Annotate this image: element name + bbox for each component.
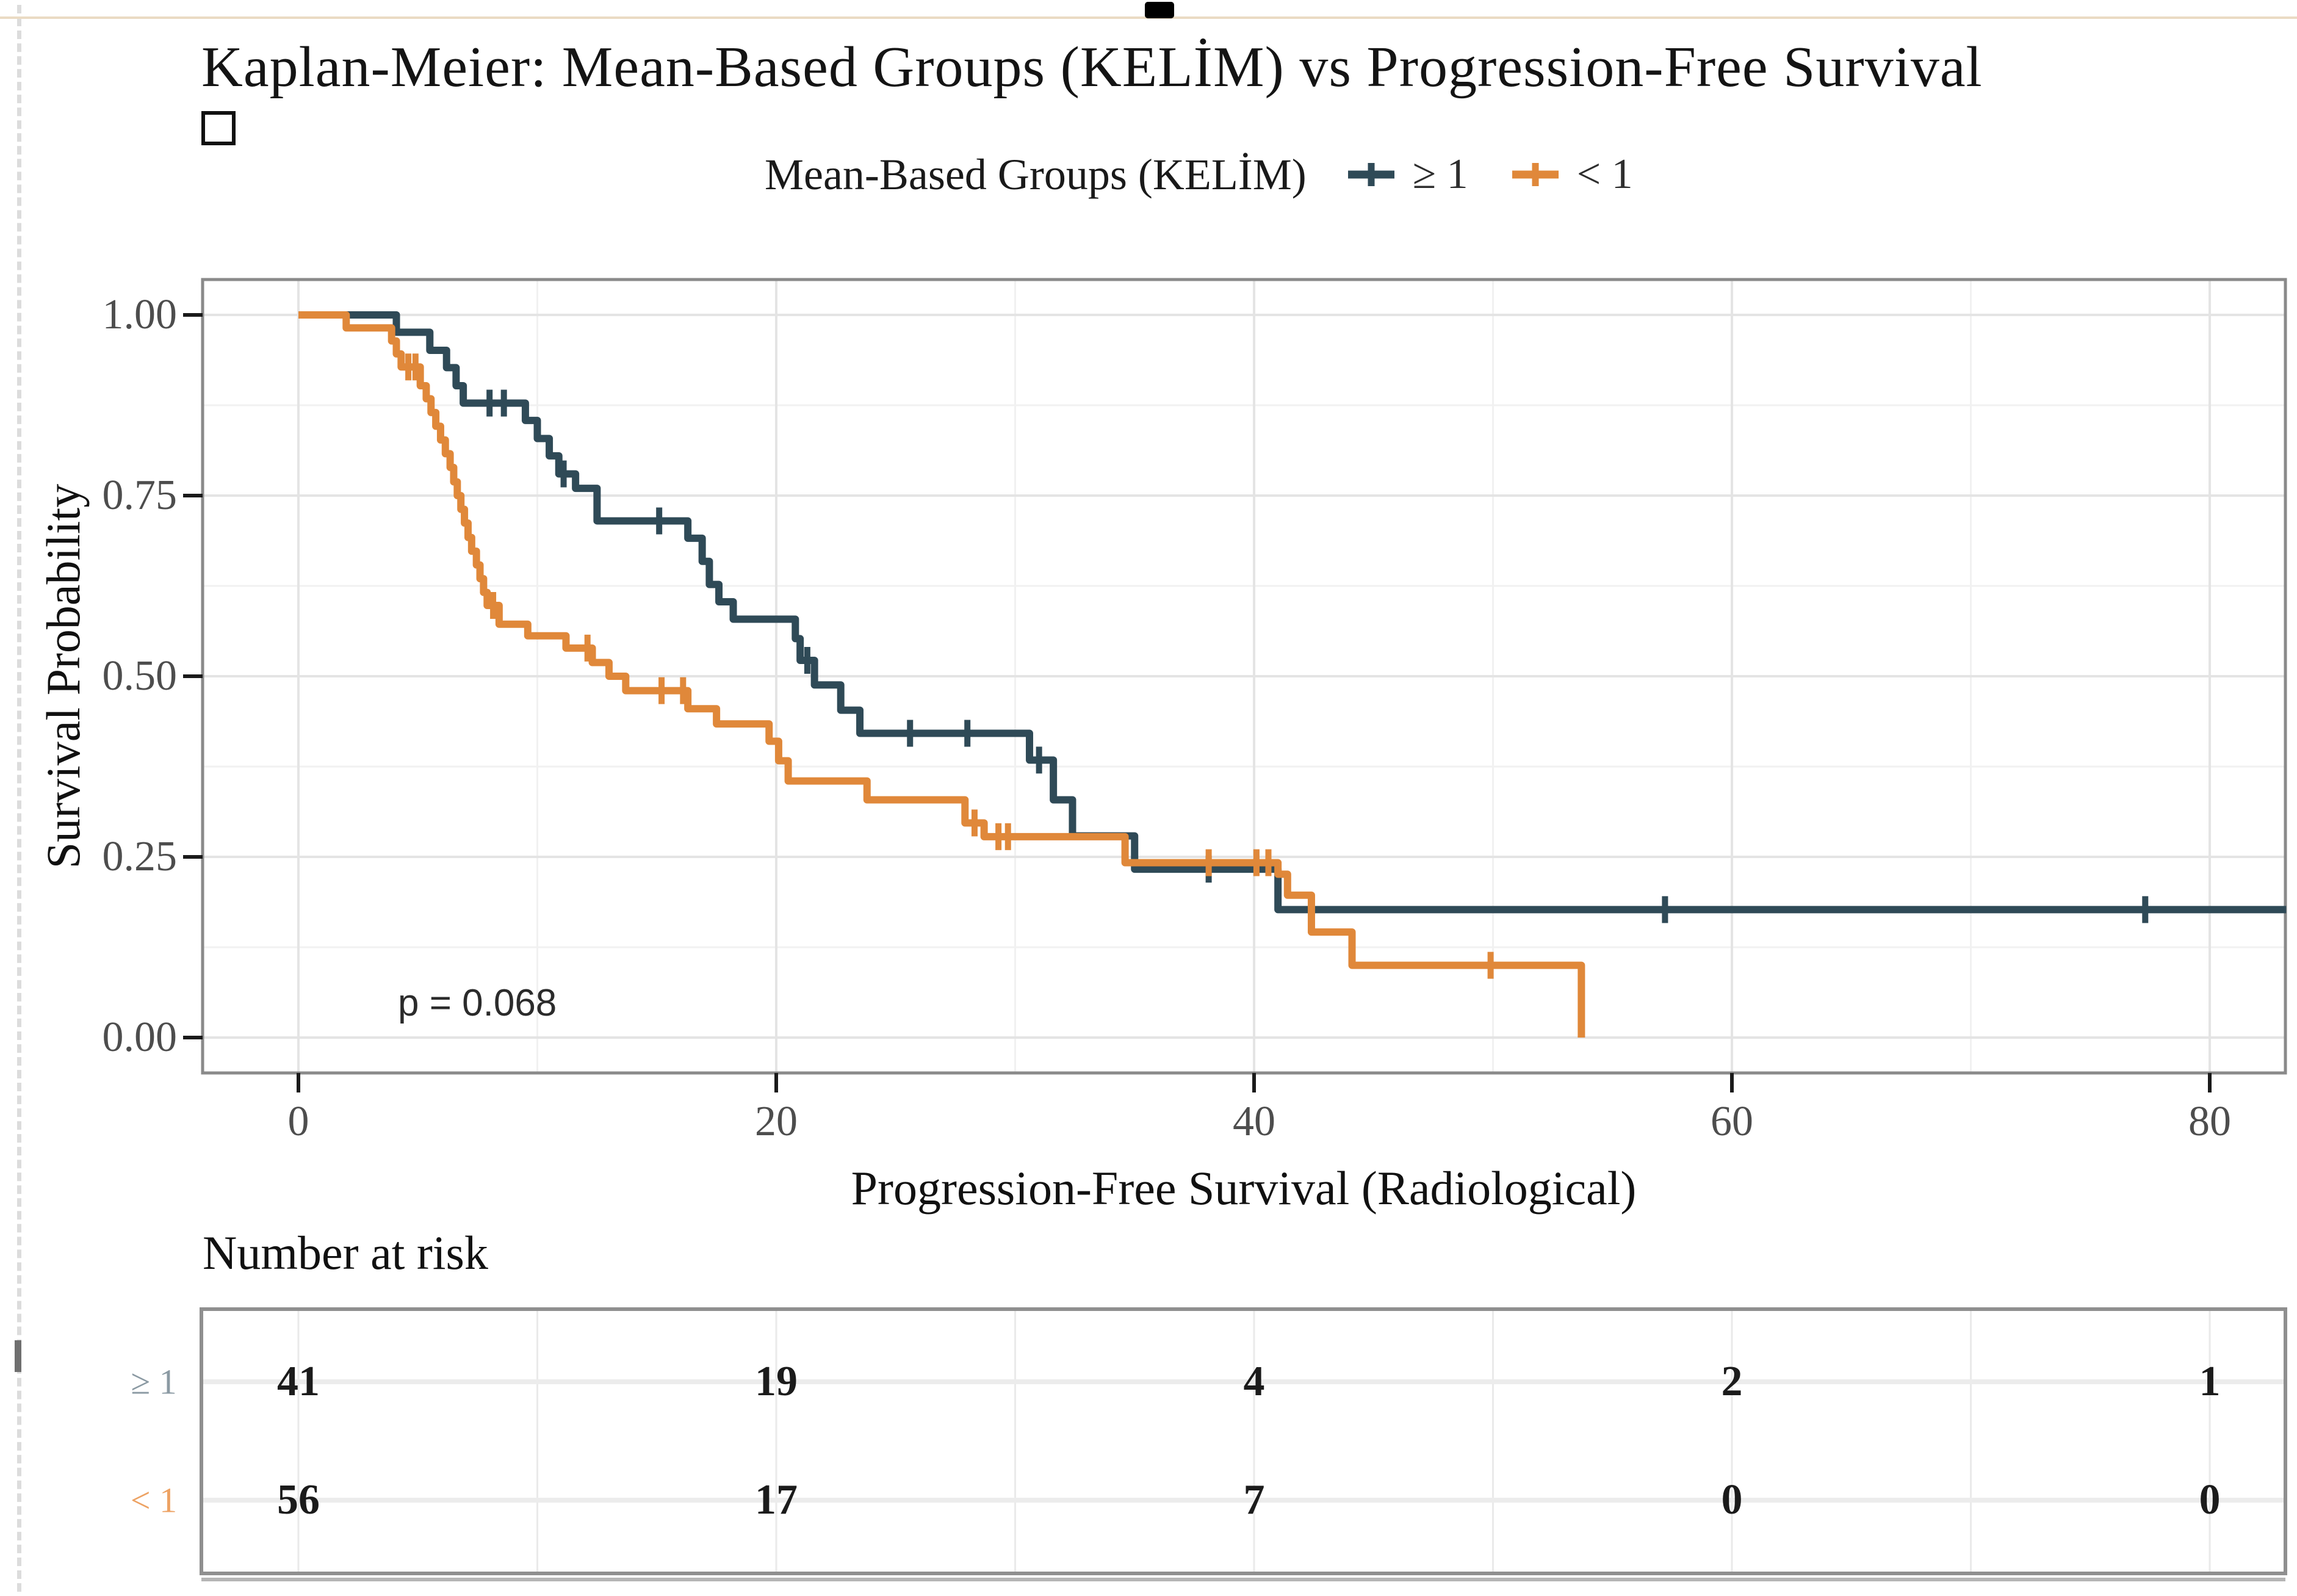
y-tick-label: 1.00 — [102, 291, 178, 338]
x-axis-title: Progression-Free Survival (Radiological) — [851, 1161, 1637, 1215]
risk-count: 0 — [2199, 1476, 2221, 1523]
x-tick-label: 0 — [287, 1098, 309, 1145]
legend: Mean-Based Groups (KELİM) ≥ 1 < 1 — [765, 145, 1633, 204]
x-tick-label: 40 — [1233, 1098, 1275, 1145]
legend-label-ge1: ≥ 1 — [1412, 151, 1468, 198]
left-edge-dark-dash — [15, 1340, 21, 1372]
risk-count: 1 — [2199, 1358, 2221, 1405]
x-tick-label: 80 — [2188, 1098, 2231, 1145]
risk-count: 0 — [1721, 1476, 1743, 1523]
risk-count: 7 — [1243, 1476, 1265, 1523]
missing-glyph-square-icon — [201, 111, 236, 145]
top-black-dash — [1145, 2, 1174, 18]
y-axis-title: Survival Probability — [37, 483, 90, 869]
y-tick-label: 0.50 — [102, 652, 178, 699]
risk-count: 4 — [1243, 1358, 1265, 1405]
left-edge-dashed-line — [17, 5, 21, 1592]
risk-count: 17 — [755, 1476, 798, 1523]
risk-row-label-lt1: < 1 — [130, 1480, 178, 1520]
y-tick-label: 0.25 — [102, 833, 178, 880]
page-title: Kaplan-Meier: Mean-Based Groups (KELİM) … — [201, 35, 1983, 99]
risk-count: 41 — [277, 1358, 320, 1405]
y-tick-label: 0.00 — [102, 1014, 178, 1061]
x-tick-label: 20 — [755, 1098, 798, 1145]
p-value-annotation: p = 0.068 — [398, 982, 557, 1024]
legend-label-lt1: < 1 — [1576, 151, 1633, 198]
y-tick-label: 0.75 — [102, 472, 178, 519]
number-at-risk-heading: Number at risk — [203, 1226, 488, 1279]
risk-count: 19 — [755, 1358, 798, 1405]
legend-key-lt1-icon — [1512, 163, 1559, 186]
legend-key-ge1-icon — [1347, 163, 1394, 186]
x-tick-label: 60 — [1711, 1098, 1753, 1145]
risk-count: 56 — [277, 1476, 320, 1523]
risk-row-label-ge1: ≥ 1 — [131, 1362, 177, 1402]
risk-count: 2 — [1721, 1358, 1743, 1405]
legend-title: Mean-Based Groups (KELİM) — [765, 150, 1307, 199]
